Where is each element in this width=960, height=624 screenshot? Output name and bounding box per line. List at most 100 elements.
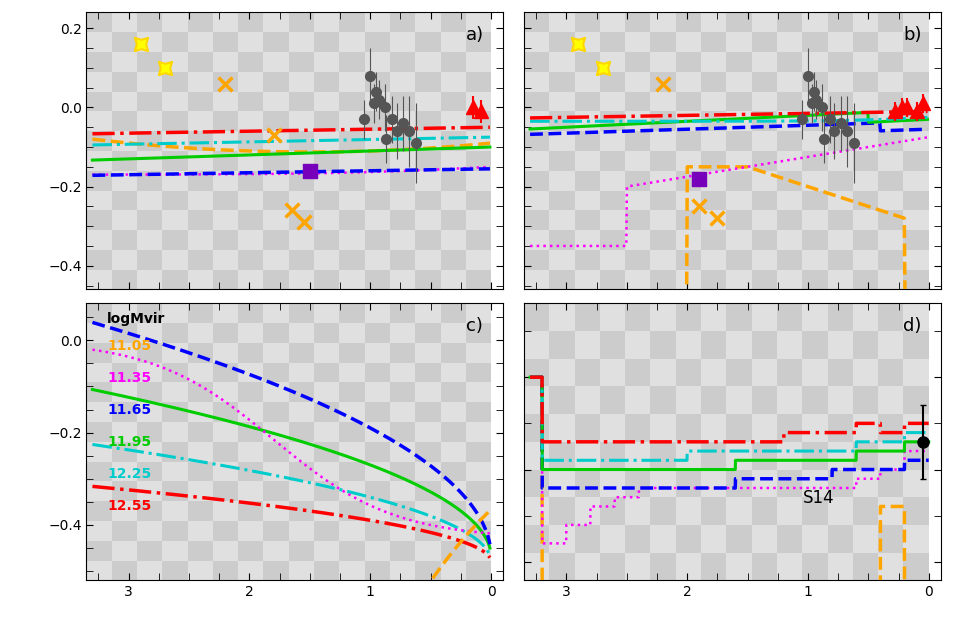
Bar	[625, 442, 651, 469]
Bar	[390, 171, 416, 190]
Bar	[86, 501, 111, 521]
Bar	[466, 323, 492, 343]
Bar	[575, 359, 600, 386]
Bar	[314, 52, 339, 72]
Bar	[289, 323, 314, 343]
Bar	[314, 481, 339, 501]
Bar	[213, 422, 238, 442]
Bar	[137, 270, 162, 290]
Bar	[828, 210, 852, 230]
Bar	[187, 442, 213, 462]
Bar	[777, 112, 803, 131]
Bar	[390, 92, 416, 112]
Bar	[878, 525, 903, 553]
Bar	[549, 72, 575, 92]
Bar	[339, 151, 365, 171]
Text: logMvir: logMvir	[108, 311, 166, 326]
Bar	[365, 230, 390, 250]
Bar	[701, 331, 727, 359]
Bar	[187, 12, 213, 32]
Bar	[289, 481, 314, 501]
Bar	[903, 52, 928, 72]
Bar	[441, 12, 466, 32]
Bar	[86, 270, 111, 290]
Bar	[238, 112, 263, 131]
Bar	[111, 501, 137, 521]
Bar	[852, 210, 878, 230]
Bar	[238, 442, 263, 462]
Bar	[852, 131, 878, 151]
Bar	[549, 525, 575, 553]
Bar	[777, 270, 803, 290]
Bar	[828, 525, 852, 553]
Bar	[524, 553, 549, 580]
Bar	[600, 250, 625, 270]
Bar	[752, 32, 777, 52]
Bar	[441, 323, 466, 343]
Bar	[213, 383, 238, 402]
Bar	[137, 131, 162, 151]
Bar	[86, 541, 111, 560]
Bar	[289, 462, 314, 481]
Bar	[727, 112, 752, 131]
Bar	[803, 92, 828, 112]
Bar	[213, 250, 238, 270]
Bar	[289, 521, 314, 541]
Bar	[339, 250, 365, 270]
Bar	[651, 497, 676, 525]
Bar	[263, 52, 289, 72]
Bar	[390, 402, 416, 422]
Bar	[137, 541, 162, 560]
Bar	[524, 171, 549, 190]
Bar	[701, 497, 727, 525]
Bar	[263, 402, 289, 422]
Bar	[701, 386, 727, 414]
Bar	[339, 481, 365, 501]
Bar	[441, 210, 466, 230]
Bar	[213, 402, 238, 422]
Bar	[162, 250, 187, 270]
Bar	[86, 72, 111, 92]
Bar	[137, 171, 162, 190]
Bar	[238, 12, 263, 32]
Bar	[86, 32, 111, 52]
Bar	[676, 250, 701, 270]
Bar	[187, 230, 213, 250]
Bar	[416, 521, 441, 541]
Bar	[549, 270, 575, 290]
Bar	[162, 230, 187, 250]
Bar	[365, 560, 390, 580]
Bar	[365, 190, 390, 210]
Bar	[314, 422, 339, 442]
Bar	[390, 230, 416, 250]
Text: c): c)	[466, 317, 483, 335]
Bar	[187, 541, 213, 560]
Bar	[238, 230, 263, 250]
Bar	[676, 190, 701, 210]
Bar	[651, 386, 676, 414]
Bar	[187, 560, 213, 580]
Bar	[365, 323, 390, 343]
Bar	[903, 131, 928, 151]
Bar	[137, 343, 162, 363]
Bar	[263, 521, 289, 541]
Bar	[111, 402, 137, 422]
Bar	[111, 363, 137, 383]
Bar	[600, 497, 625, 525]
Bar	[416, 151, 441, 171]
Bar	[314, 112, 339, 131]
Bar	[213, 462, 238, 481]
Point	[302, 166, 318, 176]
Bar	[137, 521, 162, 541]
Bar	[625, 210, 651, 230]
Bar	[803, 72, 828, 92]
Bar	[289, 92, 314, 112]
Bar	[878, 497, 903, 525]
Bar	[600, 52, 625, 72]
Bar	[651, 32, 676, 52]
Bar	[213, 210, 238, 230]
Bar	[238, 52, 263, 72]
Bar	[390, 190, 416, 210]
Bar	[625, 553, 651, 580]
Bar	[575, 414, 600, 442]
